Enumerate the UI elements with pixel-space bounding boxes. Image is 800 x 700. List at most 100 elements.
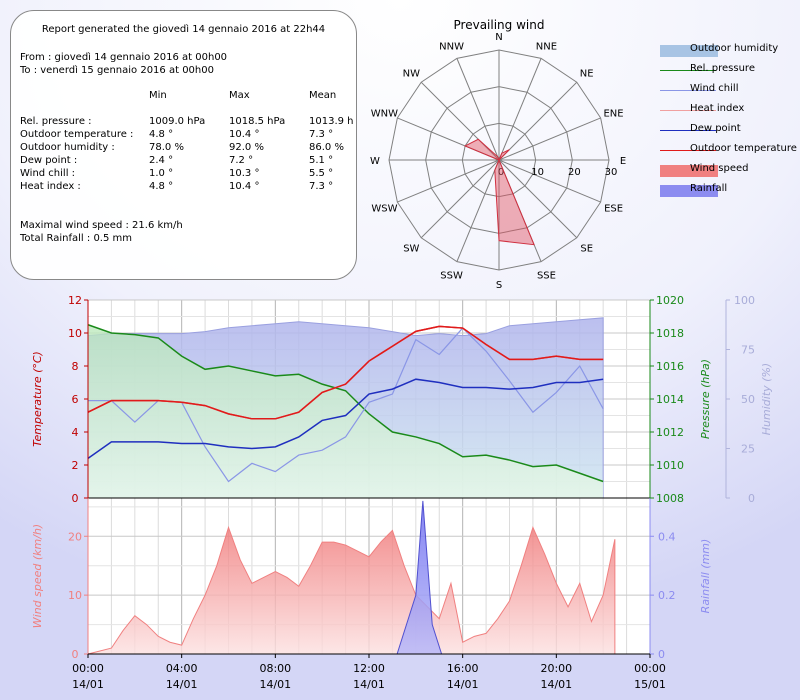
- legend-label: Outdoor humidity: [690, 43, 779, 54]
- time-tick-label: 12:00: [353, 662, 385, 675]
- stats-label: Heat index :: [20, 181, 81, 192]
- stats-max: 7.2 °: [229, 155, 254, 166]
- stats-row: Dew point : 2.4 ° 7.2 ° 5.1 °: [20, 154, 354, 167]
- radar-spoke: [498, 159, 601, 203]
- radar-spoke: [498, 81, 578, 161]
- legend-label: Rainfall: [690, 183, 728, 194]
- humidity-axis-title: Humidity (%): [760, 363, 773, 435]
- date-tick-label: 14/01: [166, 678, 198, 691]
- radar-tick-label: 10: [531, 167, 544, 178]
- humidity-tick-label: 100: [734, 294, 755, 307]
- max-wind-speed: Maximal wind speed : 21.6 km/h: [20, 220, 183, 231]
- date-tick-label: 14/01: [447, 678, 479, 691]
- legend-swatch: [660, 150, 716, 151]
- radar-direction-label: ESE: [604, 203, 623, 214]
- report-to: To : venerdì 15 gennaio 2016 at 00h00: [20, 65, 214, 76]
- pressure-tick-label: 1012: [656, 426, 684, 439]
- humidity-tick-label: 25: [741, 443, 755, 456]
- pressure-tick-label: 1018: [656, 327, 684, 340]
- stats-row: Wind chill : 1.0 ° 10.3 ° 5.5 °: [20, 167, 354, 180]
- rainfall-tick-label: 0.4: [658, 530, 676, 543]
- legend-swatch: [660, 130, 716, 131]
- radar-spoke: [420, 159, 500, 239]
- humidity-tick-label: 75: [741, 344, 755, 357]
- legend-swatch: [660, 110, 716, 111]
- radar-direction-label: NE: [580, 68, 594, 79]
- pressure-tick-label: 1016: [656, 360, 684, 373]
- radar-direction-label: WNW: [371, 109, 398, 120]
- pressure-tick-label: 1020: [656, 294, 684, 307]
- wind-speed-area: [87, 525, 616, 655]
- stats-row: Outdoor temperature : 4.8 ° 10.4 ° 7.3 °: [20, 128, 354, 141]
- wind-speed-tick-label: 10: [68, 589, 82, 602]
- stats-label: Wind chill :: [20, 168, 76, 179]
- total-rainfall: Total Rainfall : 0.5 mm: [20, 233, 133, 244]
- stats-mean: 7.3 °: [309, 181, 334, 192]
- stats-min: 78.0 %: [149, 142, 184, 153]
- stats-mean: 5.5 °: [309, 168, 334, 179]
- time-tick-label: 20:00: [540, 662, 572, 675]
- stats-label: Outdoor humidity :: [20, 142, 115, 153]
- radar-direction-label: ENE: [603, 109, 623, 120]
- time-tick-label: 08:00: [259, 662, 291, 675]
- stats-label: Outdoor temperature :: [20, 129, 134, 140]
- outdoor-temperature-line: [87, 325, 604, 420]
- legend-swatch: [660, 185, 718, 197]
- temperature-tick-label: 12: [68, 294, 82, 307]
- legend-label: Dew point: [690, 123, 741, 134]
- pressure-axis-title: Pressure (hPa): [699, 359, 712, 439]
- report-from: From : giovedì 14 gennaio 2016 at 00h00: [20, 52, 228, 63]
- stats-max: 92.0 %: [229, 142, 264, 153]
- date-tick-label: 14/01: [259, 678, 291, 691]
- radar-direction-label: NW: [403, 68, 420, 79]
- stats-mean: 86.0 %: [309, 142, 344, 153]
- radar-spoke: [498, 159, 578, 239]
- stats-max: 1018.5 hPa: [229, 116, 286, 127]
- date-tick-label: 15/01: [634, 678, 666, 691]
- legend-label: Rel. pressure: [690, 63, 755, 74]
- wind-speed-tick-label: 0: [72, 648, 79, 661]
- legend-swatch: [660, 70, 716, 71]
- pressure-tick-label: 1010: [656, 459, 684, 472]
- legend-label: Wind speed: [690, 163, 749, 174]
- stats-table: Min Max Mean Rel. pressure : 1009.0 hPa …: [20, 89, 354, 193]
- radar-tick-label: 30: [605, 167, 618, 178]
- stats-label: Dew point :: [20, 155, 78, 166]
- stats-row: Rel. pressure : 1009.0 hPa 1018.5 hPa 10…: [20, 115, 354, 128]
- rainfall-tick-label: 0: [658, 648, 665, 661]
- radar-spoke: [456, 159, 500, 262]
- wind-speed-tick-label: 20: [68, 530, 82, 543]
- humidity-tick-label: 0: [748, 492, 755, 505]
- radar-direction-label: SSW: [440, 271, 463, 282]
- rel-pressure-line: [87, 324, 604, 483]
- stats-mean: 5.1 °: [309, 155, 334, 166]
- dew-point-line: [87, 378, 604, 460]
- temperature-axis-title: Temperature (°C): [31, 351, 44, 447]
- stats-header-max: Max: [229, 90, 250, 101]
- legend-swatch: [660, 165, 718, 177]
- date-tick-label: 14/01: [72, 678, 104, 691]
- radar-tick-label: 20: [568, 167, 581, 178]
- rainfall-axis-title: Rainfall (mm): [699, 539, 712, 614]
- radar-spoke: [397, 159, 500, 203]
- temperature-tick-label: 10: [68, 327, 82, 340]
- temperature-tick-label: 6: [72, 393, 79, 406]
- pressure-tick-label: 1014: [656, 393, 684, 406]
- radar-direction-label: SW: [403, 244, 419, 255]
- date-tick-label: 14/01: [540, 678, 572, 691]
- time-tick-label: 00:00: [72, 662, 104, 675]
- radar-tick-label: 0: [498, 167, 504, 178]
- radar-spoke: [498, 58, 542, 161]
- radar-direction-label: SSE: [537, 271, 556, 282]
- report-panel: Report generated the giovedì 14 gennaio …: [10, 10, 357, 280]
- stats-mean: 7.3 °: [309, 129, 334, 140]
- stats-min: 1009.0 hPa: [149, 116, 206, 127]
- temperature-tick-label: 0: [72, 492, 79, 505]
- stats-row: Heat index : 4.8 ° 10.4 ° 7.3 °: [20, 180, 354, 193]
- stats-header-mean: Mean: [309, 90, 337, 101]
- stats-min: 2.4 °: [149, 155, 174, 166]
- legend-swatch: [660, 90, 716, 91]
- stats-max: 10.3 °: [229, 168, 260, 179]
- radar-wind-area: [463, 138, 535, 246]
- radar-direction-label: WSW: [371, 203, 397, 214]
